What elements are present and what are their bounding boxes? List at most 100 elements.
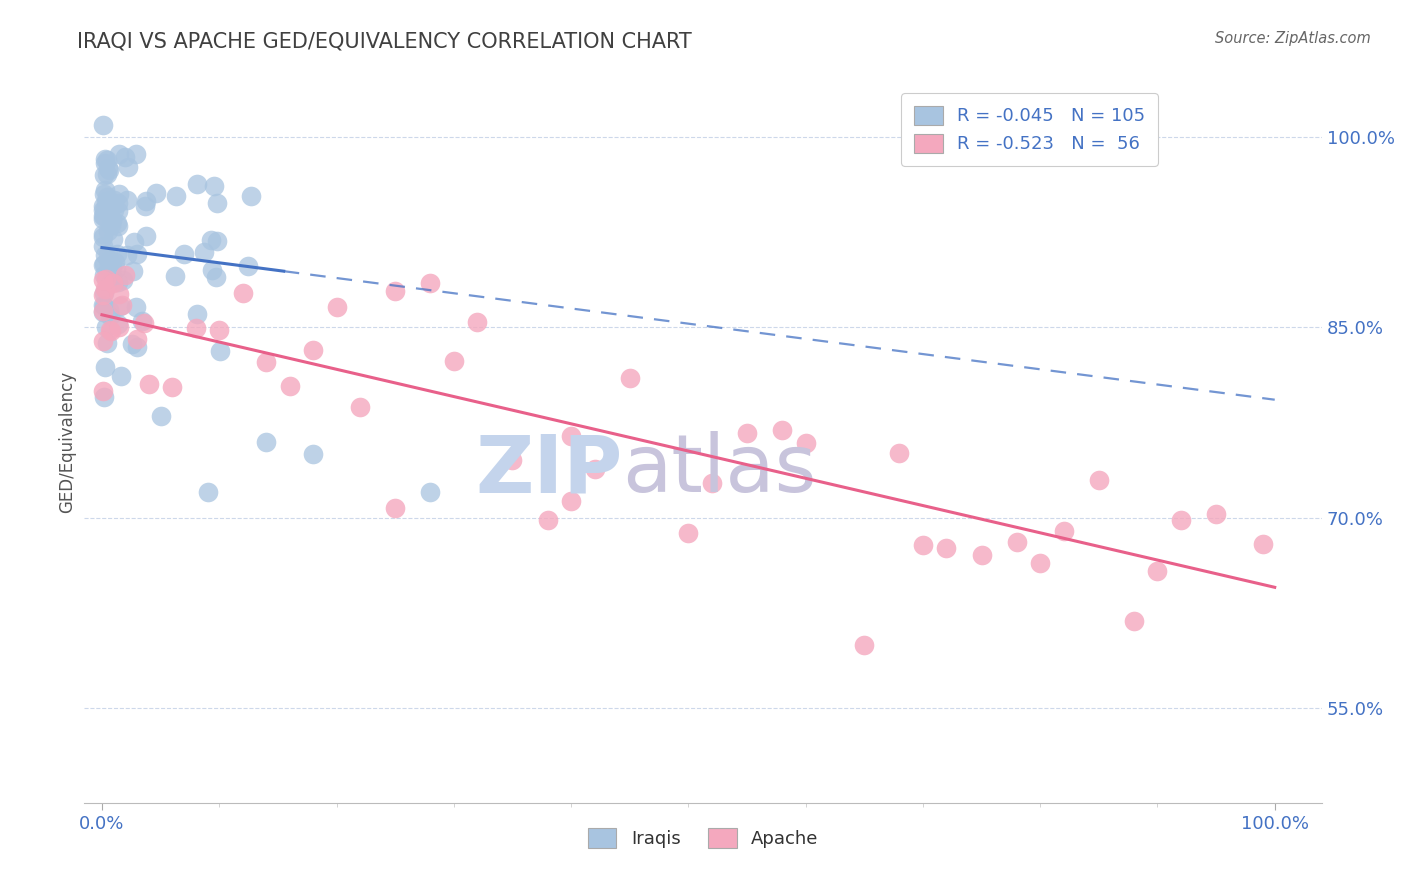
Point [103,277,125,291]
Point [97,247,120,261]
Point [93,390,115,404]
Point [134,199,156,213]
Point [236,259,259,273]
Point [184,321,207,335]
Point [124,235,146,250]
Point [100,219,122,233]
Point [1005,535,1028,549]
Point [114,268,136,282]
Point [163,269,186,284]
Point [94,282,117,296]
Point [93,285,115,300]
Point [501,453,523,467]
Point [107,246,129,260]
Point [853,638,876,652]
Point [1088,474,1111,488]
Point [204,270,226,285]
Point [98,302,121,317]
Point [240,188,263,202]
Point [107,204,129,219]
Point [93,299,115,313]
Point [100,200,122,214]
Point [935,541,957,555]
Point [108,286,131,301]
Point [96,189,118,203]
Point [536,513,558,527]
Point [1205,508,1227,522]
Point [114,150,136,164]
Point [560,494,582,508]
Point [121,337,143,351]
Point [232,286,254,301]
Point [107,276,129,290]
Point [104,262,127,277]
Point [138,377,160,392]
Point [110,369,132,384]
Point [117,161,139,175]
Point [208,343,231,358]
Point [103,232,125,246]
Point [100,213,122,227]
Point [98,323,121,337]
Point [186,177,208,191]
Point [93,152,115,166]
Point [770,423,793,437]
Point [122,264,145,278]
Point [1029,556,1052,570]
Point [115,248,138,262]
Point [1251,537,1274,551]
Y-axis label: GED/Equivalency: GED/Equivalency [58,370,76,513]
Point [162,380,184,394]
Text: IRAQI VS APACHE GED/EQUIVALENCY CORRELATION CHART: IRAQI VS APACHE GED/EQUIVALENCY CORRELAT… [77,31,692,51]
Point [91,209,114,223]
Point [735,426,758,441]
Point [165,189,187,203]
Point [97,205,120,219]
Point [108,299,131,313]
Point [94,183,117,197]
Point [94,359,117,374]
Point [91,334,114,349]
Point [678,526,700,541]
Point [700,476,723,491]
Point [96,319,118,334]
Point [98,194,121,209]
Point [135,194,157,208]
Point [98,253,121,268]
Point [98,276,121,290]
Point [96,153,118,167]
Point [111,298,134,312]
Point [419,276,441,290]
Point [125,147,148,161]
Point [278,379,301,393]
Point [302,447,325,461]
Point [101,257,124,271]
Point [97,162,120,177]
Point [201,263,224,277]
Point [131,314,153,328]
Point [108,187,131,202]
Point [91,298,114,312]
Point [91,212,114,227]
Text: Source: ZipAtlas.com: Source: ZipAtlas.com [1215,31,1371,46]
Point [193,245,215,260]
Point [94,202,117,216]
Point [91,258,114,272]
Point [91,118,114,132]
Point [149,409,172,424]
Point [97,257,120,271]
Point [91,273,114,287]
Point [127,332,149,346]
Point [173,247,195,261]
Point [108,320,131,334]
Point [103,202,125,217]
Point [107,196,129,211]
Point [443,354,465,368]
Point [107,219,129,233]
Point [93,187,115,202]
Text: atlas: atlas [623,432,817,509]
Point [91,199,114,213]
Point [200,233,222,247]
Point [205,234,228,248]
Point [94,156,117,170]
